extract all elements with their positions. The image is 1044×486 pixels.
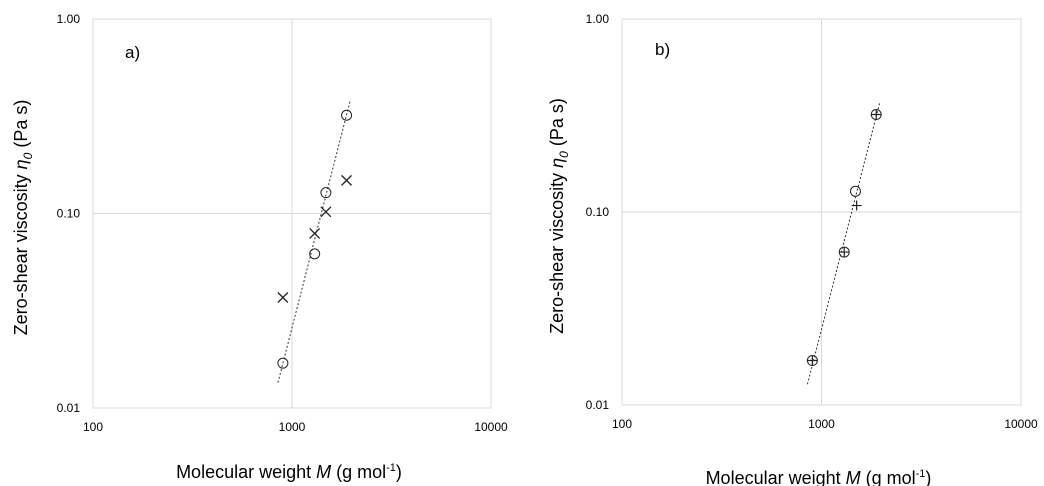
x-tick-label: 1000 (808, 417, 835, 431)
data-point-plus (807, 355, 818, 366)
y-tick-label: 0.01 (586, 398, 610, 412)
y-axis-title: Zero-shear viscosity η0 (Pa s) (547, 98, 571, 334)
y-tick-label: 0.01 (57, 401, 81, 415)
data-point-plus (871, 109, 882, 120)
y-tick-label: 1.00 (57, 12, 81, 26)
x-tick-label: 10000 (1004, 417, 1038, 431)
data-point-cross (320, 206, 332, 218)
x-tick-label: 100 (612, 417, 632, 431)
chart-panel-2: 100 1000 10000 0.01 0.10 1.00 b) Molecular weig… (547, 12, 1038, 486)
data-point-circle (309, 248, 321, 260)
chart-panel-1: 100 1000 10000 0.01 0.10 1.00 a) Molecular weig… (11, 12, 508, 482)
y-axis-title: Zero-shear viscosity η0 (Pa s) (11, 100, 35, 336)
plot-area-border (92, 18, 492, 409)
fit-line (806, 102, 881, 385)
panel-label: a) (125, 43, 140, 62)
data-point-circle (849, 185, 861, 197)
panel-label: b) (655, 40, 670, 59)
y-tick-label: 0.10 (57, 207, 81, 221)
data-point-cross (309, 227, 321, 239)
data-point-circle (341, 109, 353, 121)
y-tick-label: 0.10 (586, 205, 610, 219)
x-tick-label: 1000 (279, 420, 306, 434)
x-tick-label: 10000 (474, 420, 508, 434)
data-point-circle (320, 187, 332, 199)
x-tick-label: 100 (83, 420, 103, 434)
data-point-plus (851, 200, 862, 211)
x-axis-title: Molecular weight M (g mol-1) (706, 468, 932, 486)
fit-line (277, 100, 351, 383)
y-tick-label: 1.00 (586, 12, 610, 26)
data-point-cross (341, 174, 353, 186)
plot-area-border (621, 18, 1022, 406)
data-point-circle (277, 357, 289, 369)
x-axis-title: Molecular weight M (g mol-1) (176, 462, 402, 482)
data-point-cross (277, 292, 289, 303)
data-point-plus (839, 247, 850, 258)
